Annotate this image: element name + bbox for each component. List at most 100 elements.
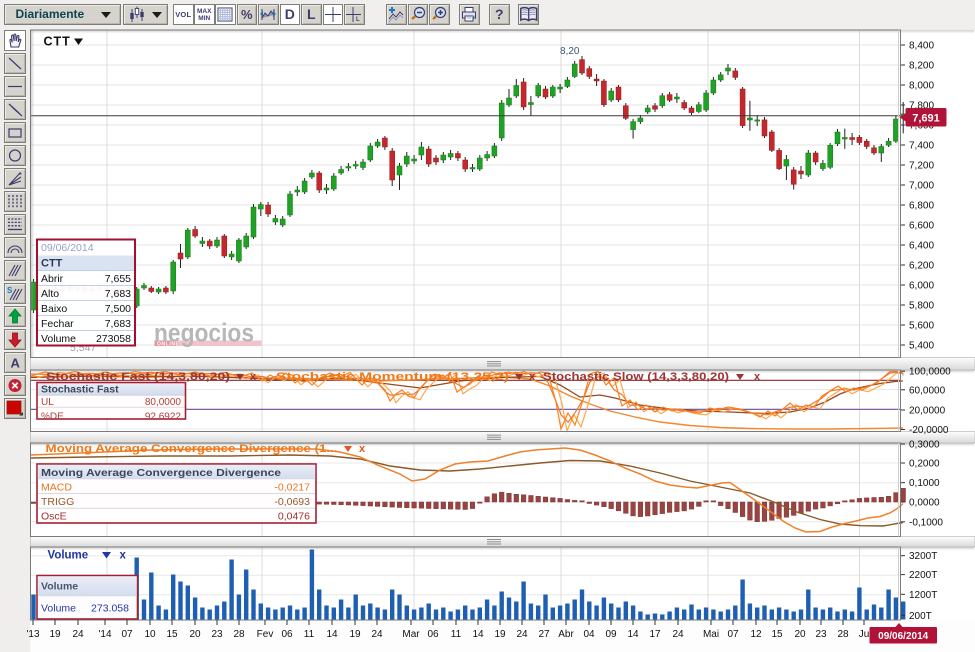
svg-text:92,6922: 92,6922 [145, 412, 182, 423]
svg-text:7,691: 7,691 [912, 112, 940, 124]
svg-text:28: 28 [233, 629, 245, 640]
svg-text:Fechar: Fechar [41, 318, 74, 330]
svg-text:10: 10 [144, 629, 156, 640]
svg-text:24: 24 [516, 629, 528, 640]
svg-text:x: x [754, 371, 761, 383]
svg-text:24: 24 [672, 629, 684, 640]
svg-text:5,600: 5,600 [909, 321, 934, 332]
svg-text:09/06/2014: 09/06/2014 [878, 631, 928, 642]
svg-text:09/06/2014: 09/06/2014 [41, 242, 94, 254]
svg-text:x: x [250, 371, 257, 383]
svg-text:-0,1000: -0,1000 [909, 517, 943, 528]
svg-text:6,000: 6,000 [909, 281, 934, 292]
svg-text:7,800: 7,800 [909, 101, 934, 112]
svg-text:12: 12 [750, 629, 762, 640]
svg-text:'13: '13 [26, 629, 39, 640]
svg-text:7,683: 7,683 [105, 318, 131, 330]
svg-text:20: 20 [794, 629, 806, 640]
svg-text:Moving Average Convergence Div: Moving Average Convergence Divergence (1… [46, 443, 338, 455]
svg-text:Volume: Volume [41, 581, 78, 593]
svg-text:7,000: 7,000 [909, 181, 934, 192]
svg-text:200T: 200T [909, 611, 932, 622]
svg-text:14: 14 [326, 629, 338, 640]
svg-text:23: 23 [211, 629, 223, 640]
svg-text:Abr: Abr [558, 629, 574, 640]
svg-text:06: 06 [281, 629, 293, 640]
svg-text:8,200: 8,200 [909, 61, 934, 72]
svg-text:MACD: MACD [41, 481, 72, 493]
svg-text:A: A [10, 356, 20, 371]
svg-text:19: 19 [494, 629, 506, 640]
svg-text:Stochastic Slow (14,3,3,80,20): Stochastic Slow (14,3,3,80,20) [543, 371, 729, 383]
svg-text:-0,0693: -0,0693 [274, 496, 310, 508]
svg-text:20: 20 [189, 629, 201, 640]
svg-text:19: 19 [349, 629, 361, 640]
svg-text:-20,0000: -20,0000 [909, 425, 949, 436]
svg-text:6,800: 6,800 [909, 201, 934, 212]
svg-text:273.058: 273.058 [91, 603, 129, 615]
svg-text:Stochastic Fast (14,3,80,20): Stochastic Fast (14,3,80,20) [46, 371, 230, 383]
svg-text:Stochastic Momentum (13,25,2): Stochastic Momentum (13,25,2) [276, 371, 509, 383]
svg-text:5,400: 5,400 [909, 341, 934, 352]
svg-text:7,400: 7,400 [909, 141, 934, 152]
svg-text:1200T: 1200T [909, 590, 937, 601]
svg-text:0,0476: 0,0476 [278, 511, 310, 523]
svg-text:15: 15 [166, 629, 178, 640]
svg-text:15: 15 [771, 629, 783, 640]
svg-text:7,200: 7,200 [909, 161, 934, 172]
svg-text:negocios: negocios [154, 318, 254, 348]
svg-text:04: 04 [583, 629, 595, 640]
svg-text:28: 28 [837, 629, 849, 640]
svg-text:Volume: Volume [41, 603, 76, 615]
svg-text:20,0000: 20,0000 [909, 406, 946, 417]
svg-text:Baixo: Baixo [41, 303, 67, 315]
svg-text:'14: '14 [98, 629, 111, 640]
svg-text:TRIGG: TRIGG [41, 496, 74, 508]
svg-text:Mai: Mai [703, 629, 719, 640]
svg-text:CTT: CTT [44, 35, 71, 49]
svg-text:7,655: 7,655 [105, 273, 131, 285]
svg-text:0,2000: 0,2000 [909, 459, 940, 470]
svg-text:Abrir: Abrir [41, 273, 64, 285]
svg-text:Fev: Fev [257, 629, 274, 640]
svg-text:Volume: Volume [48, 550, 89, 562]
svg-text:%DE: %DE [41, 412, 64, 423]
svg-text:x: x [529, 371, 536, 383]
svg-text:8,20: 8,20 [560, 46, 580, 57]
svg-text:11: 11 [451, 629, 462, 640]
svg-text:14: 14 [472, 629, 484, 640]
svg-text:3200T: 3200T [909, 551, 937, 562]
svg-text:-0,0217: -0,0217 [274, 481, 310, 493]
svg-text:27: 27 [538, 629, 550, 640]
svg-text:6,600: 6,600 [909, 221, 934, 232]
svg-text:Alto: Alto [41, 288, 59, 300]
svg-text:6,400: 6,400 [909, 241, 934, 252]
svg-text:UL: UL [41, 397, 54, 408]
svg-text:Ju: Ju [859, 629, 870, 640]
svg-text:14: 14 [627, 629, 639, 640]
svg-text:60,0000: 60,0000 [909, 385, 946, 396]
svg-text:5,800: 5,800 [909, 301, 934, 312]
svg-text:24: 24 [72, 629, 84, 640]
svg-text:07: 07 [727, 629, 739, 640]
svg-text:24: 24 [371, 629, 383, 640]
svg-text:x: x [359, 443, 366, 455]
svg-text:0,3000: 0,3000 [909, 440, 940, 451]
svg-text:ONLINE: ONLINE [157, 341, 180, 347]
svg-text:17: 17 [649, 629, 661, 640]
svg-text:06: 06 [427, 629, 439, 640]
svg-text:OscE: OscE [41, 511, 67, 523]
svg-text:23: 23 [815, 629, 827, 640]
svg-text:Volume: Volume [41, 333, 76, 345]
svg-text:6,200: 6,200 [909, 261, 934, 272]
svg-text:100,0000: 100,0000 [909, 367, 951, 378]
svg-text:7,683: 7,683 [105, 288, 131, 300]
svg-text:09: 09 [605, 629, 617, 640]
svg-text:CTT: CTT [41, 258, 63, 270]
svg-text:0,1000: 0,1000 [909, 478, 940, 489]
svg-text:Moving Average Convergence Div: Moving Average Convergence Divergence [41, 467, 281, 479]
svg-text:L: L [356, 17, 360, 23]
svg-text:273058: 273058 [96, 333, 131, 345]
svg-text:S: S [7, 286, 13, 295]
svg-text:8,000: 8,000 [909, 81, 934, 92]
